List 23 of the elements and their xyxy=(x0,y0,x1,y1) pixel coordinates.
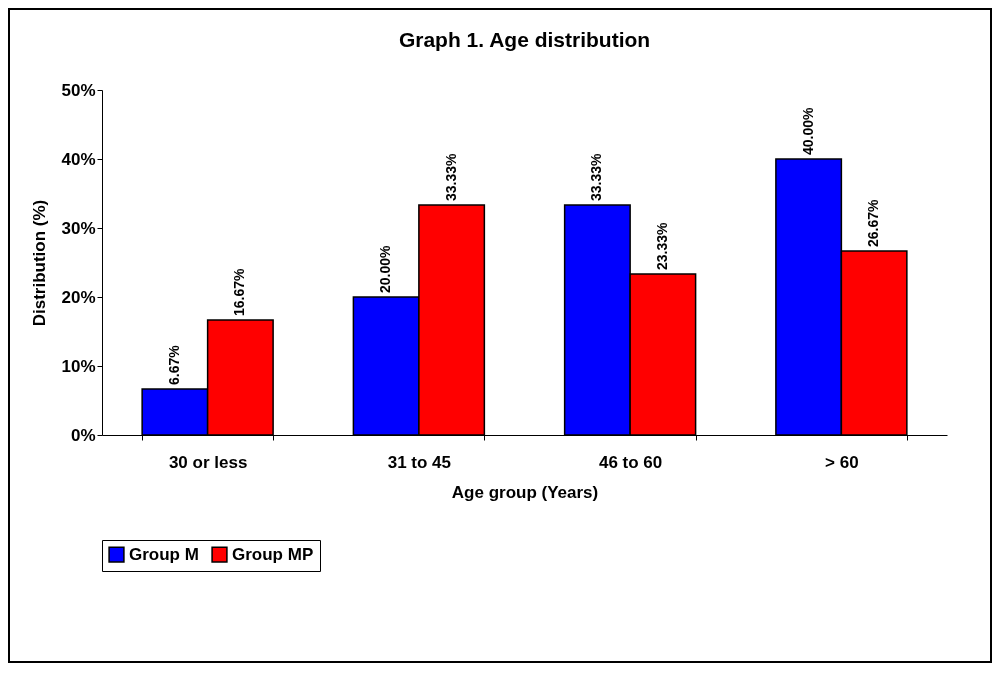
y-tick-label: 0% xyxy=(70,425,96,445)
y-tick-label: 10% xyxy=(61,356,96,376)
y-tick-label: 50% xyxy=(61,80,96,100)
chart-title: Graph 1. Age distribution xyxy=(398,28,651,51)
legend-label: Group M xyxy=(129,544,199,564)
data-label: 16.67% xyxy=(231,267,248,316)
x-tick-label: 30 or less xyxy=(168,452,248,472)
x-tick-label: > 60 xyxy=(825,452,859,472)
x-tick-label: 31 to 45 xyxy=(387,452,452,472)
legend-label: Group MP xyxy=(232,544,314,564)
y-tick-label: 40% xyxy=(61,149,96,169)
data-label: 33.33% xyxy=(442,152,459,202)
data-label: 23.33% xyxy=(653,221,670,271)
data-label: 40.00% xyxy=(799,106,816,155)
x-tick-label: 46 to 60 xyxy=(598,452,663,472)
data-label: 33.33% xyxy=(588,152,605,202)
data-label: 20.00% xyxy=(377,244,394,293)
y-tick-label: 30% xyxy=(61,218,96,238)
x-axis-title: Age group (Years) xyxy=(451,482,599,502)
y-tick-label: 20% xyxy=(61,287,96,307)
y-axis-title: Distribution (%) xyxy=(30,199,50,327)
data-label: 26.67% xyxy=(865,198,882,247)
data-label: 6.67% xyxy=(165,344,182,385)
